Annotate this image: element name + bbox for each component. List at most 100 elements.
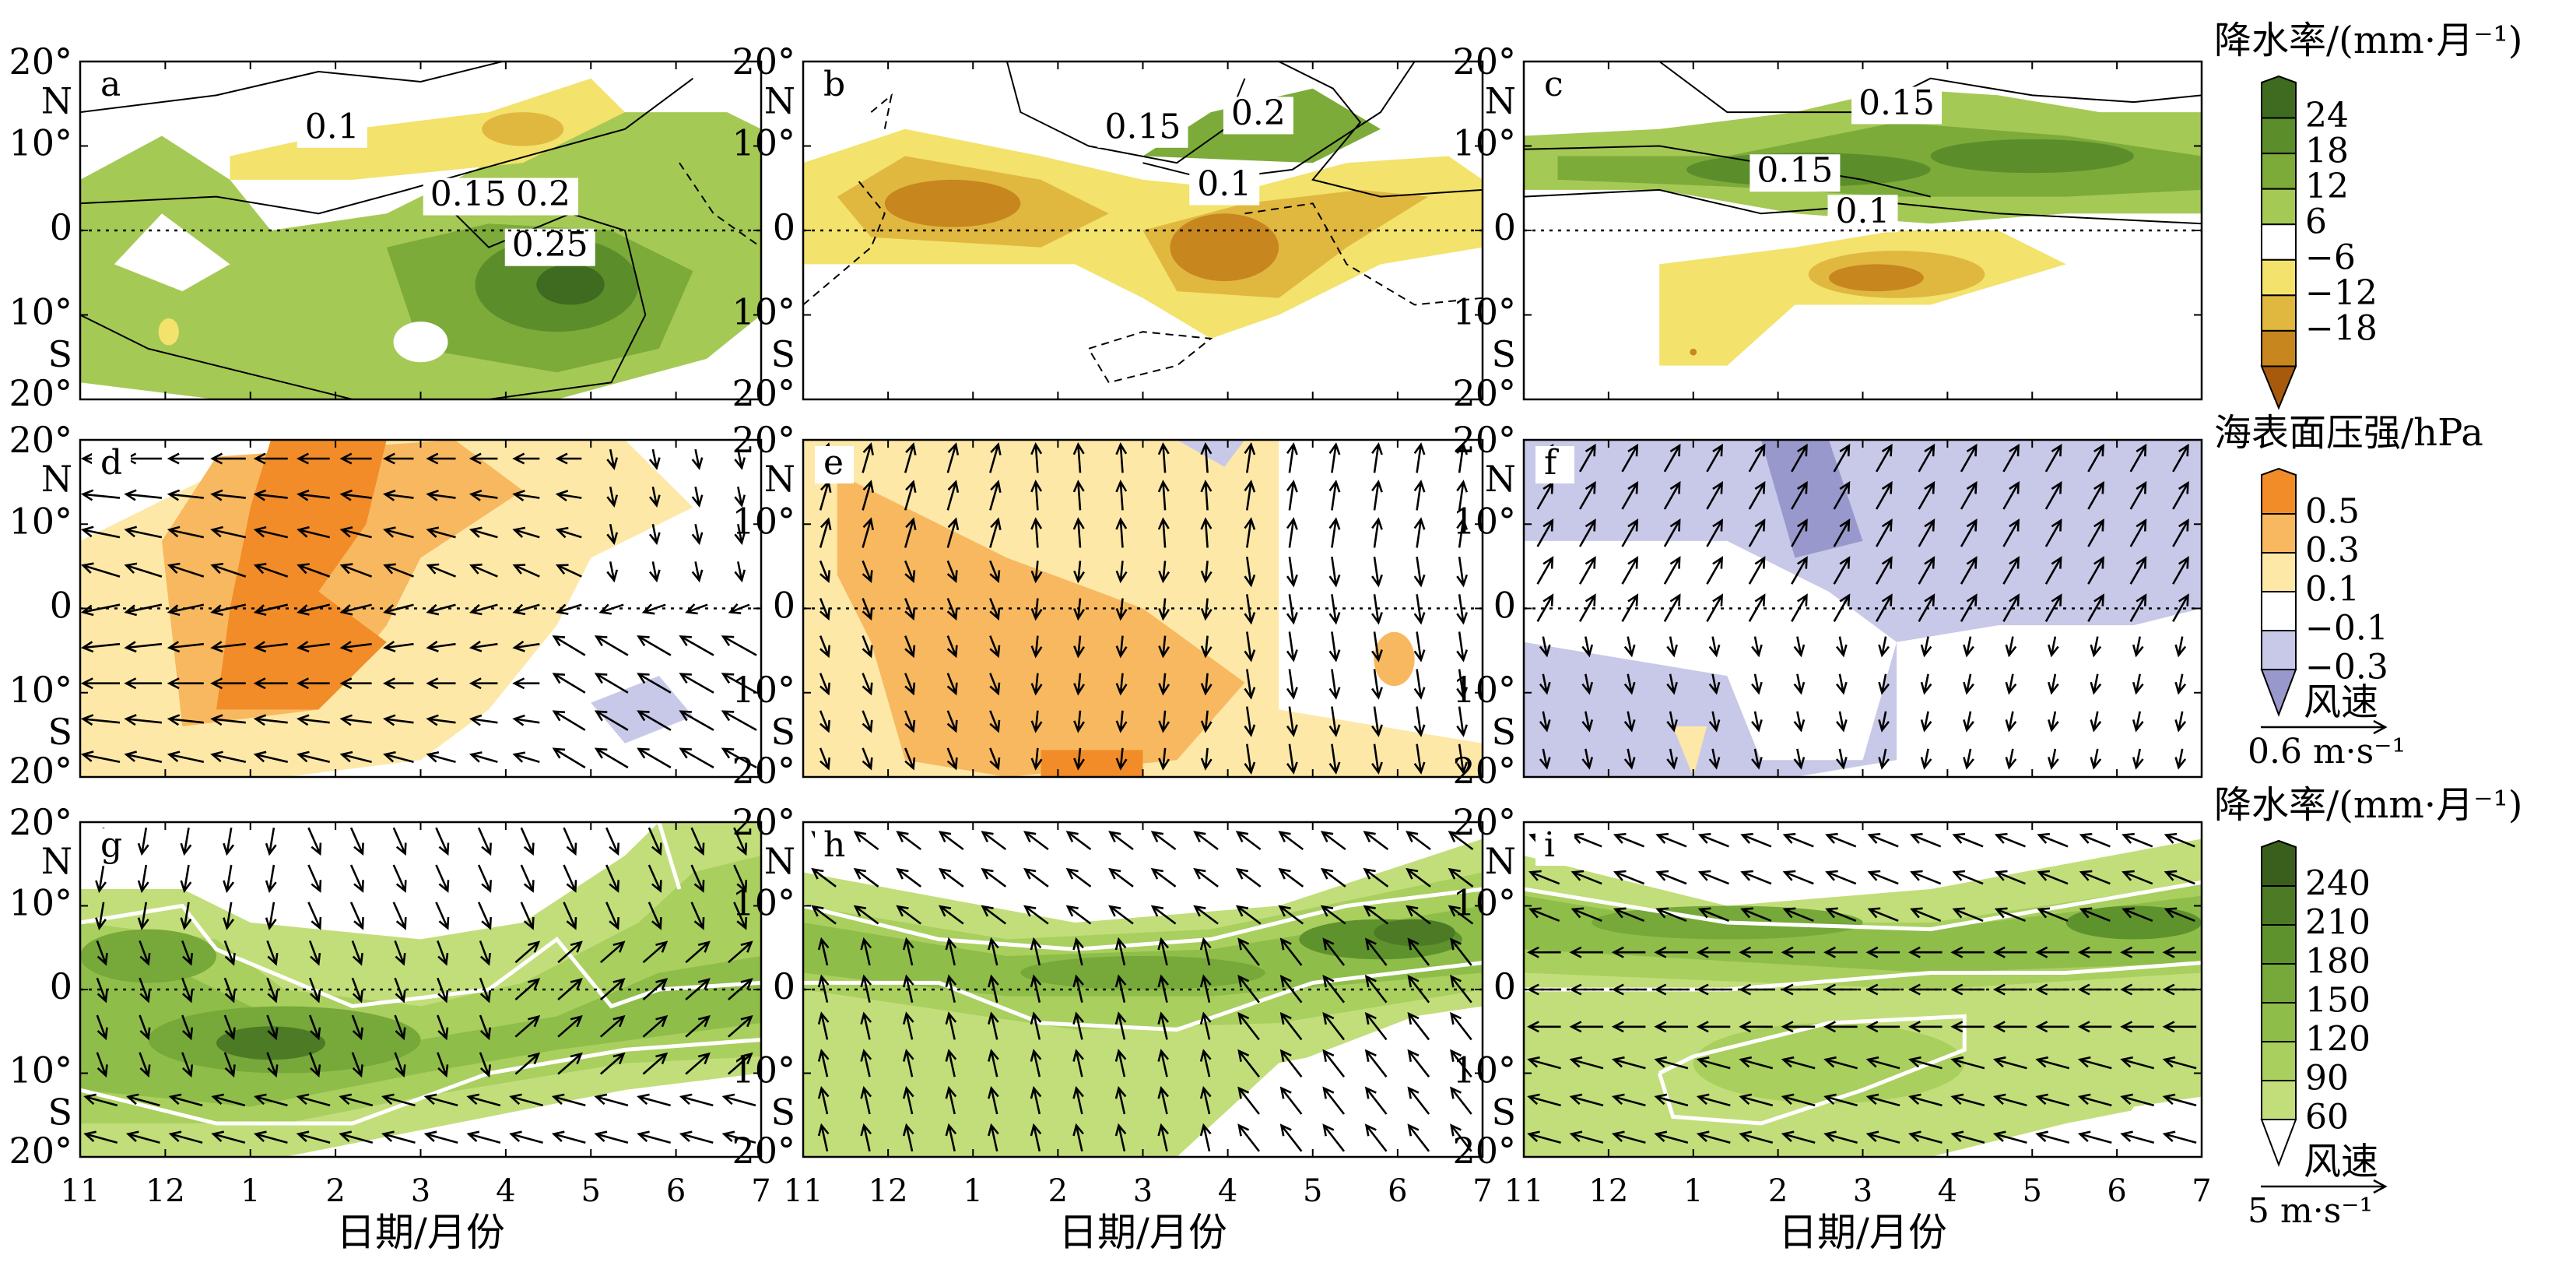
wind-vector <box>1623 711 1636 733</box>
wind-vector <box>1158 673 1170 696</box>
wind-vector <box>223 1014 236 1041</box>
wind-vector <box>1867 907 1899 923</box>
wind-vector <box>1023 831 1049 851</box>
wind-vector <box>1322 1123 1346 1152</box>
wind-vector <box>1286 480 1298 511</box>
wind-vector <box>512 526 540 539</box>
wind-vector <box>96 977 108 1004</box>
wind-vector <box>1072 1049 1084 1077</box>
colorbar-label: 24 <box>2305 96 2349 135</box>
wind-vector <box>167 489 204 501</box>
wind-vector <box>728 940 753 964</box>
y-tick-label: S <box>47 711 72 753</box>
wind-vector <box>1073 673 1085 696</box>
wind-vector <box>637 673 672 694</box>
wind-vector <box>1115 635 1128 659</box>
wind-vector <box>1865 1056 1900 1070</box>
y-tick-label: 0 <box>50 965 72 1007</box>
wind-vector <box>1244 743 1256 775</box>
wind-vector <box>1920 636 1932 658</box>
wind-vector <box>1450 1086 1472 1115</box>
wind-vector <box>1157 1049 1170 1077</box>
wind-vector <box>1073 747 1085 771</box>
panel-letter: b <box>823 65 845 104</box>
wind-vector <box>1950 1130 1985 1144</box>
wind-vector <box>1150 867 1177 888</box>
wind-vector <box>223 1052 236 1078</box>
wind-vector <box>594 747 629 769</box>
y-tick-label: 10° <box>1452 291 1516 333</box>
wind-vector <box>477 864 492 893</box>
y-tick-label: 10° <box>1452 882 1516 924</box>
contour-label: 0.15 <box>1757 151 1833 191</box>
contour-line <box>1087 331 1213 384</box>
shade-region <box>2065 905 2202 940</box>
wind-vector <box>139 940 151 966</box>
wind-vector <box>1867 832 1899 848</box>
wind-vector <box>180 864 192 894</box>
wind-vector <box>2120 1130 2155 1144</box>
wind-vector <box>1621 593 1639 622</box>
y-tick-label: 20° <box>1452 40 1516 83</box>
wind-vector <box>520 827 535 856</box>
wind-vector <box>1875 480 1893 510</box>
wind-vector <box>819 517 832 548</box>
wind-vector <box>862 673 873 696</box>
wind-vector <box>1781 1021 1816 1033</box>
wind-vector <box>1328 442 1341 473</box>
wind-vector <box>1960 480 1978 510</box>
contour-line <box>454 213 647 399</box>
colorbar-label: −0.3 <box>2305 648 2388 687</box>
y-tick-label: 0 <box>773 965 795 1007</box>
wind-vector <box>2120 1021 2154 1033</box>
wind-vector <box>1320 831 1346 851</box>
y-tick-label: 10° <box>1452 1049 1516 1092</box>
y-tick-label: 10° <box>9 882 72 924</box>
wind-vector <box>1793 636 1806 658</box>
wind-vector <box>1158 635 1170 659</box>
wind-vector <box>1199 1011 1212 1040</box>
wind-vector <box>477 827 492 856</box>
wind-vector <box>124 526 163 539</box>
wind-vector <box>1994 907 2026 923</box>
wind-vector <box>1918 519 1936 547</box>
wind-vector <box>2035 1093 2070 1107</box>
y-tick-label: N <box>764 79 795 121</box>
wind-vector <box>1328 517 1341 548</box>
wind-vector <box>1569 946 1603 958</box>
wind-vector <box>2002 443 2020 473</box>
wind-vector <box>1237 1049 1260 1077</box>
wind-vector <box>691 486 704 508</box>
wind-vector <box>989 747 1001 771</box>
wind-vector <box>2162 1021 2197 1033</box>
shade-region <box>884 179 1021 227</box>
wind-vector <box>1654 1021 1688 1033</box>
wind-vector <box>1791 556 1808 585</box>
wind-vector <box>1030 937 1042 966</box>
wind-vector <box>2048 673 2059 695</box>
y-tick-label: 20° <box>732 1130 795 1172</box>
wind-vector <box>988 1011 999 1040</box>
wind-vector <box>2077 1130 2112 1144</box>
wind-vector <box>989 480 1002 511</box>
colorbar-swatch <box>2261 1080 2297 1120</box>
wind-vector <box>477 902 492 930</box>
wind-vector <box>512 490 540 501</box>
wind-vector <box>1963 673 1974 695</box>
y-tick-label: 0 <box>50 585 72 627</box>
wind-vector <box>1456 743 1469 775</box>
wind-vector <box>1193 905 1219 925</box>
wind-vector <box>1663 519 1681 547</box>
shade-region <box>1374 631 1415 687</box>
panel-letter: i <box>1544 825 1555 865</box>
wind-vector <box>2162 983 2197 996</box>
wind-vector <box>426 714 456 726</box>
x-tick-label: 5 <box>1303 1173 1322 1209</box>
wind-vector <box>509 1130 543 1144</box>
wind-vector <box>382 489 414 501</box>
x-tick-label: 4 <box>1938 1173 1957 1209</box>
wind-vector <box>2090 748 2102 770</box>
y-tick-label: S <box>770 711 795 753</box>
wind-vector <box>1782 832 1814 848</box>
